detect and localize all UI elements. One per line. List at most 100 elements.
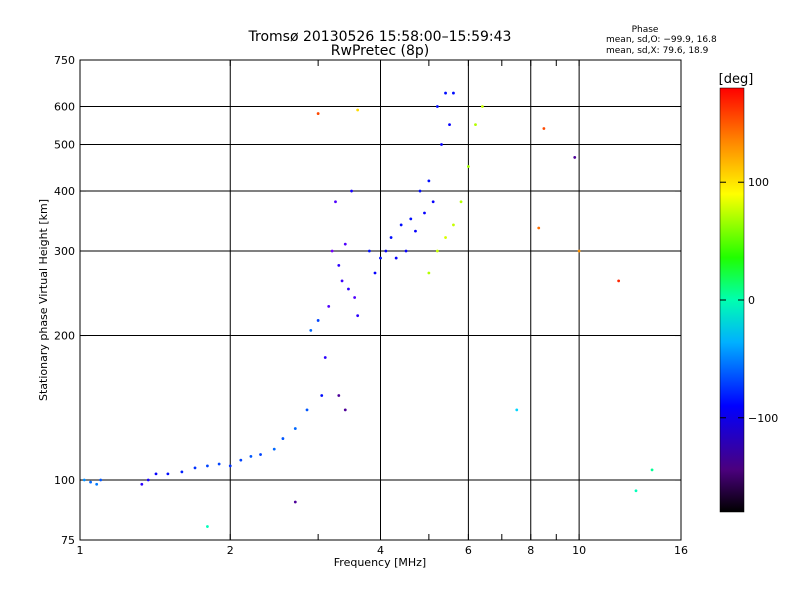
x-axis-label: Frequency [MHz] [334,556,426,569]
data-point [404,249,408,253]
data-point [293,500,297,504]
stats-heading: Phase [632,25,659,35]
data-point [206,464,209,468]
data-point [95,482,99,486]
data-point [239,458,243,462]
data-point [480,105,484,108]
data-point [309,328,313,332]
data-point [356,314,360,318]
data-point [99,478,103,482]
data-point [356,108,360,112]
colorbar-tick-label: −100 [748,412,778,425]
data-point [180,470,184,474]
data-point [650,468,654,472]
data-point [259,453,262,456]
data-point [448,123,451,127]
data-point [452,91,455,95]
data-point [452,223,455,227]
data-point [89,480,92,484]
data-point [293,427,297,430]
x-tick-label: 16 [674,544,688,557]
x-tick-label: 10 [572,544,586,557]
data-point [82,478,86,482]
data-point [474,123,477,127]
data-point [367,249,371,253]
data-point [305,408,309,412]
x-tick-label: 1 [77,544,84,557]
data-point [146,478,150,482]
data-point [343,242,347,246]
data-point [340,279,344,283]
data-point [249,455,253,458]
data-point [414,229,417,233]
y-axis-label: Stationary phase Virtual Height [km] [37,199,50,401]
grid-lines [80,60,681,540]
data-point [316,319,320,322]
data-point [418,189,422,193]
data-point [515,408,519,412]
colorbar-ticks: 100 0 −100 [720,176,778,425]
data-point [353,296,357,299]
data-point [423,211,426,215]
data-point [281,437,285,440]
data-point [399,223,403,227]
data-point [320,394,324,397]
y-tick-label: 600 [54,101,75,114]
data-point [459,200,463,204]
data-point [154,472,158,476]
colorbar-tick-label: 100 [748,176,769,189]
x-tick-label: 4 [377,544,384,557]
data-point [577,249,581,253]
data-point [427,179,431,183]
data-point [379,256,382,260]
data-point [431,200,435,204]
data-point [330,249,334,253]
data-point [347,287,350,291]
x-tick-label: 6 [465,544,472,557]
data-point [466,165,470,168]
data-point [409,217,413,221]
data-point [334,200,337,204]
stats-line-o: mean, sd,O: −99.9, 16.8 [606,35,717,45]
data-point [350,189,353,193]
colorbar-label: [deg] [719,72,754,87]
data-point [634,489,638,493]
data-point [444,236,447,239]
data-point [373,271,377,275]
data-point [537,226,541,230]
chart-title: Tromsø 20130526 15:58:00–15:59:43 [248,29,512,45]
y-tick-label: 75 [61,534,75,547]
y-tick-label: 750 [54,54,75,67]
data-point [323,356,327,359]
chart-subtitle: RwPretec (8p) [331,43,429,59]
data-point [193,466,197,470]
data-point [444,91,447,95]
data-point [337,263,341,267]
data-point [140,482,144,486]
data-point [617,279,621,283]
x-tick-label: 2 [227,544,234,557]
x-tick-label: 8 [527,544,534,557]
data-point [166,472,170,476]
data-point [394,256,398,260]
colorbar-tick-label: 0 [748,294,755,307]
data-point [440,143,443,146]
data-point [542,127,546,130]
data-point [435,105,439,108]
data-point [337,394,341,397]
data-point [217,462,221,466]
data-point [384,249,388,253]
y-tick-label: 400 [54,185,75,198]
tick-labels: 1 2 4 6 8 10 16 75 100 200 300 400 500 600 750 [54,54,688,557]
y-tick-label: 100 [54,474,75,487]
y-tick-label: 200 [54,330,75,343]
y-tick-label: 300 [54,245,75,258]
data-point [206,525,209,528]
data-point [272,447,276,451]
y-tick-label: 500 [54,139,75,152]
data-point [573,156,577,159]
data-point [228,464,232,468]
scatter-points [82,91,654,528]
data-point [389,236,393,239]
